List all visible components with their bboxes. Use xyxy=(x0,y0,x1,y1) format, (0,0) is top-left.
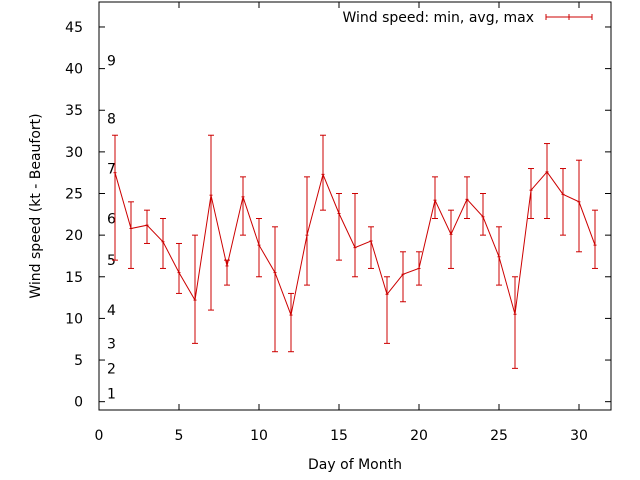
beaufort-label: 9 xyxy=(107,53,116,69)
error-bar xyxy=(336,193,342,261)
error-bar xyxy=(496,226,502,286)
error-bar xyxy=(192,234,198,344)
beaufort-labels: 1 2 3 4 5 6 7 8 9 xyxy=(107,53,116,402)
error-bar xyxy=(592,209,598,269)
error-bar xyxy=(112,134,118,261)
beaufort-label: 6 xyxy=(107,211,116,227)
error-bar xyxy=(352,193,358,278)
y-tick-label: 5 xyxy=(74,353,83,369)
beaufort-label: 7 xyxy=(107,162,116,178)
error-bar xyxy=(432,176,438,219)
beaufort-label: 8 xyxy=(107,112,116,128)
x-tick-label: 25 xyxy=(490,428,508,444)
y-tick-label: 40 xyxy=(65,62,83,78)
x-axis-label: Day of Month xyxy=(308,457,402,473)
legend-label: Wind speed: min, avg, max xyxy=(342,10,534,26)
x-tick-label: 20 xyxy=(410,428,428,444)
x-tick-labels: 0 5 10 15 20 25 30 xyxy=(95,428,588,444)
y-tick-labels: 0 5 10 15 20 25 30 35 40 45 xyxy=(65,20,83,411)
beaufort-label: 3 xyxy=(107,336,116,352)
error-bar xyxy=(160,217,166,269)
y-tick-label: 0 xyxy=(74,395,83,411)
error-bar xyxy=(416,251,422,286)
x-tick-label: 10 xyxy=(250,428,268,444)
y-tick-label: 30 xyxy=(65,145,83,161)
error-bar xyxy=(480,193,486,236)
error-bar xyxy=(544,143,550,219)
legend-sample xyxy=(545,14,593,20)
y-tick-label: 25 xyxy=(65,187,83,203)
error-bar xyxy=(256,217,262,278)
legend: Wind speed: min, avg, max xyxy=(342,10,593,26)
y-tick-label: 20 xyxy=(65,228,83,244)
error-bar xyxy=(400,251,406,303)
error-bar xyxy=(208,134,214,311)
y-axis-label: Wind speed (kt - Beaufort) xyxy=(28,113,44,298)
error-bar xyxy=(288,292,294,353)
error-bar xyxy=(224,259,230,286)
x-tick-label: 0 xyxy=(95,428,104,444)
y-tick-label: 15 xyxy=(65,270,83,286)
error-bar xyxy=(128,201,134,269)
error-bar xyxy=(464,176,470,219)
beaufort-label: 4 xyxy=(107,303,116,319)
series-layer xyxy=(112,134,598,369)
error-bar xyxy=(512,276,518,369)
error-bar xyxy=(384,276,390,344)
y-tick-label: 35 xyxy=(65,103,83,119)
error-bar xyxy=(560,168,566,236)
error-bar xyxy=(576,159,582,253)
y-tick-label: 10 xyxy=(65,311,83,327)
error-bar xyxy=(528,168,534,219)
error-bar xyxy=(368,226,374,269)
beaufort-label: 1 xyxy=(107,386,116,402)
y-tick-label: 45 xyxy=(65,20,83,36)
axis-ticks xyxy=(98,2,611,410)
plot-frame xyxy=(98,1,612,411)
error-bar xyxy=(320,134,326,211)
error-bar xyxy=(144,209,150,244)
error-bar xyxy=(448,209,454,269)
error-bar xyxy=(272,226,278,353)
x-tick-label: 5 xyxy=(175,428,184,444)
error-bar xyxy=(304,176,310,286)
x-tick-label: 30 xyxy=(570,428,588,444)
x-tick-label: 15 xyxy=(330,428,348,444)
error-bar xyxy=(240,176,246,236)
error-bar xyxy=(176,242,182,294)
beaufort-label: 2 xyxy=(107,361,116,377)
beaufort-label: 5 xyxy=(107,253,116,269)
